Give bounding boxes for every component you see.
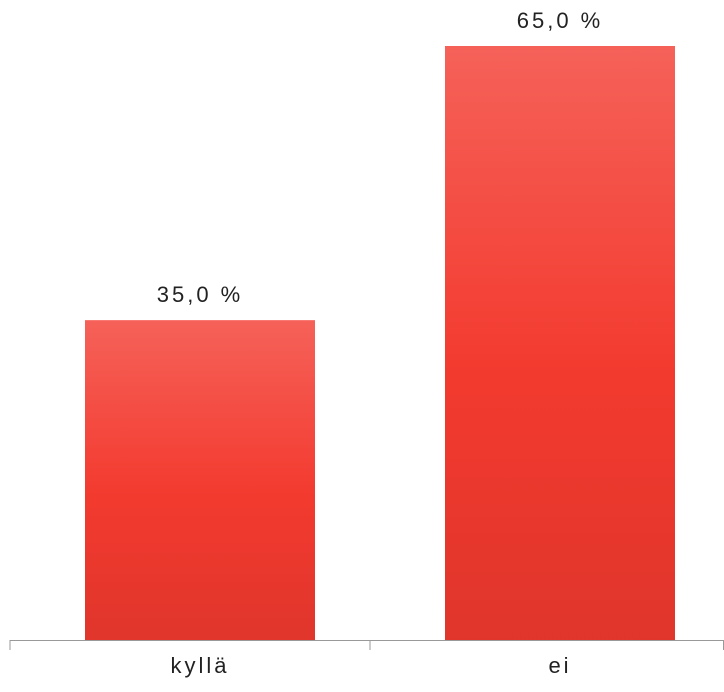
value-label: 65,0 % — [517, 8, 604, 33]
bar-shade — [85, 320, 315, 640]
bar-shade — [445, 46, 675, 640]
value-label: 35,0 % — [157, 282, 244, 307]
x-tick-label: ei — [548, 653, 571, 678]
x-tick-label: kyllä — [170, 653, 229, 678]
